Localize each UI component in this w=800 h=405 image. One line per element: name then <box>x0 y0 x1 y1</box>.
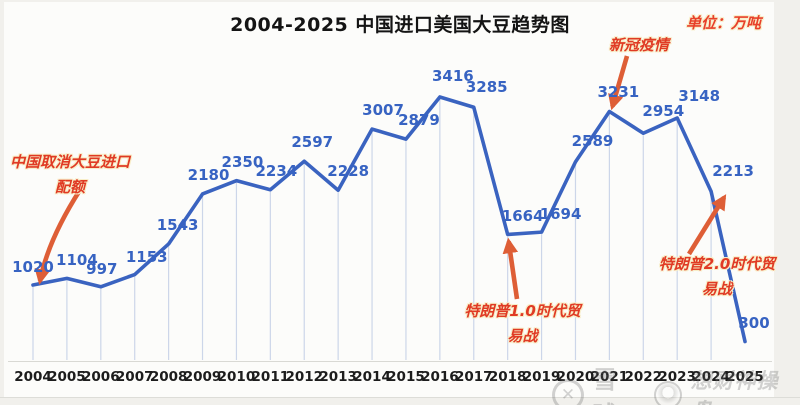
annotation-trump1: 特朗普1.0时代贸 易战 <box>440 299 605 349</box>
year-tick-2015: 2015 <box>387 369 425 385</box>
value-label-2010: 2350 <box>221 152 264 171</box>
year-tick-2013: 2013 <box>319 369 357 385</box>
arrow-trump2 <box>687 194 727 256</box>
annotation-trump2-line1: 特朗普2.0时代贸 <box>658 255 776 273</box>
value-label-2006: 997 <box>86 259 118 278</box>
value-label-2024: 2213 <box>712 162 754 181</box>
value-label-2014: 3007 <box>362 101 404 120</box>
year-tick-2006: 2006 <box>82 369 120 385</box>
annotation-quota-line2: 配额 <box>54 178 85 196</box>
year-tick-2014: 2014 <box>353 369 391 385</box>
year-tick-2020: 2020 <box>556 369 595 385</box>
value-label-2022: 2954 <box>642 102 685 121</box>
year-tick-2018: 2018 <box>488 369 527 385</box>
value-label-2019: 1694 <box>539 205 582 224</box>
arrow-covid <box>608 55 630 111</box>
year-tick-2004: 2004 <box>14 369 52 385</box>
year-tick-2010: 2010 <box>217 369 256 385</box>
annotation-trump1-line2: 易战 <box>507 327 538 345</box>
value-label-2004: 1020 <box>12 257 54 276</box>
year-tick-2017: 2017 <box>454 369 493 385</box>
annotation-trump2-line2: 易战 <box>701 280 732 298</box>
value-label-2013: 2228 <box>327 162 370 181</box>
year-tick-2024: 2024 <box>692 369 730 385</box>
arrow-trump1 <box>502 237 520 300</box>
year-tick-2019: 2019 <box>522 369 561 385</box>
value-label-2023: 3148 <box>678 87 721 106</box>
year-tick-2012: 2012 <box>285 369 324 385</box>
annotation-trump1-line1: 特朗普1.0时代贸 <box>464 302 581 320</box>
value-label-2016: 3416 <box>431 66 474 85</box>
value-label-2012: 2597 <box>291 133 334 152</box>
value-label-2020: 2589 <box>571 131 614 150</box>
value-label-2018: 1664 <box>501 207 544 226</box>
plot-background <box>4 2 774 397</box>
chart-title: 2004-2025 中国进口美国大豆趋势图 <box>230 14 570 36</box>
bottom-border <box>0 397 800 398</box>
annotation-quota: 中国取消大豆进口 配额 <box>2 150 138 200</box>
year-tick-2022: 2022 <box>624 369 663 385</box>
year-tick-2007: 2007 <box>115 369 154 385</box>
x-axis-line <box>8 361 772 362</box>
trend-line <box>31 95 747 344</box>
value-label-2011: 2234 <box>255 161 298 180</box>
year-tick-2009: 2009 <box>183 369 222 385</box>
year-tick-2021: 2021 <box>590 369 629 385</box>
value-label-2021: 3231 <box>597 82 640 101</box>
year-tick-2023: 2023 <box>658 369 696 385</box>
year-tick-2025: 2025 <box>726 369 764 385</box>
year-tick-2008: 2008 <box>149 369 188 385</box>
year-tick-2011: 2011 <box>251 369 290 385</box>
arrow-quota <box>34 188 82 285</box>
annotation-covid: 新冠疫情 <box>599 33 679 58</box>
annotation-covid-text: 新冠疫情 <box>608 36 669 54</box>
value-label-2008: 1543 <box>156 215 199 234</box>
value-label-2015: 2879 <box>398 111 440 130</box>
year-tick-2016: 2016 <box>421 369 459 385</box>
value-label-2007: 1153 <box>125 247 168 266</box>
year-tick-2005: 2005 <box>48 369 86 385</box>
value-label-2017: 3285 <box>465 78 508 97</box>
value-label-2025: 300 <box>738 314 770 333</box>
value-label-2009: 2180 <box>187 165 230 184</box>
value-label-2005: 1104 <box>56 251 98 270</box>
annotation-quota-line1: 中国取消大豆进口 <box>9 153 130 171</box>
annotation-trump2: 特朗普2.0时代贸 易战 <box>633 252 800 302</box>
unit-label: 单位：万吨 <box>686 14 762 32</box>
